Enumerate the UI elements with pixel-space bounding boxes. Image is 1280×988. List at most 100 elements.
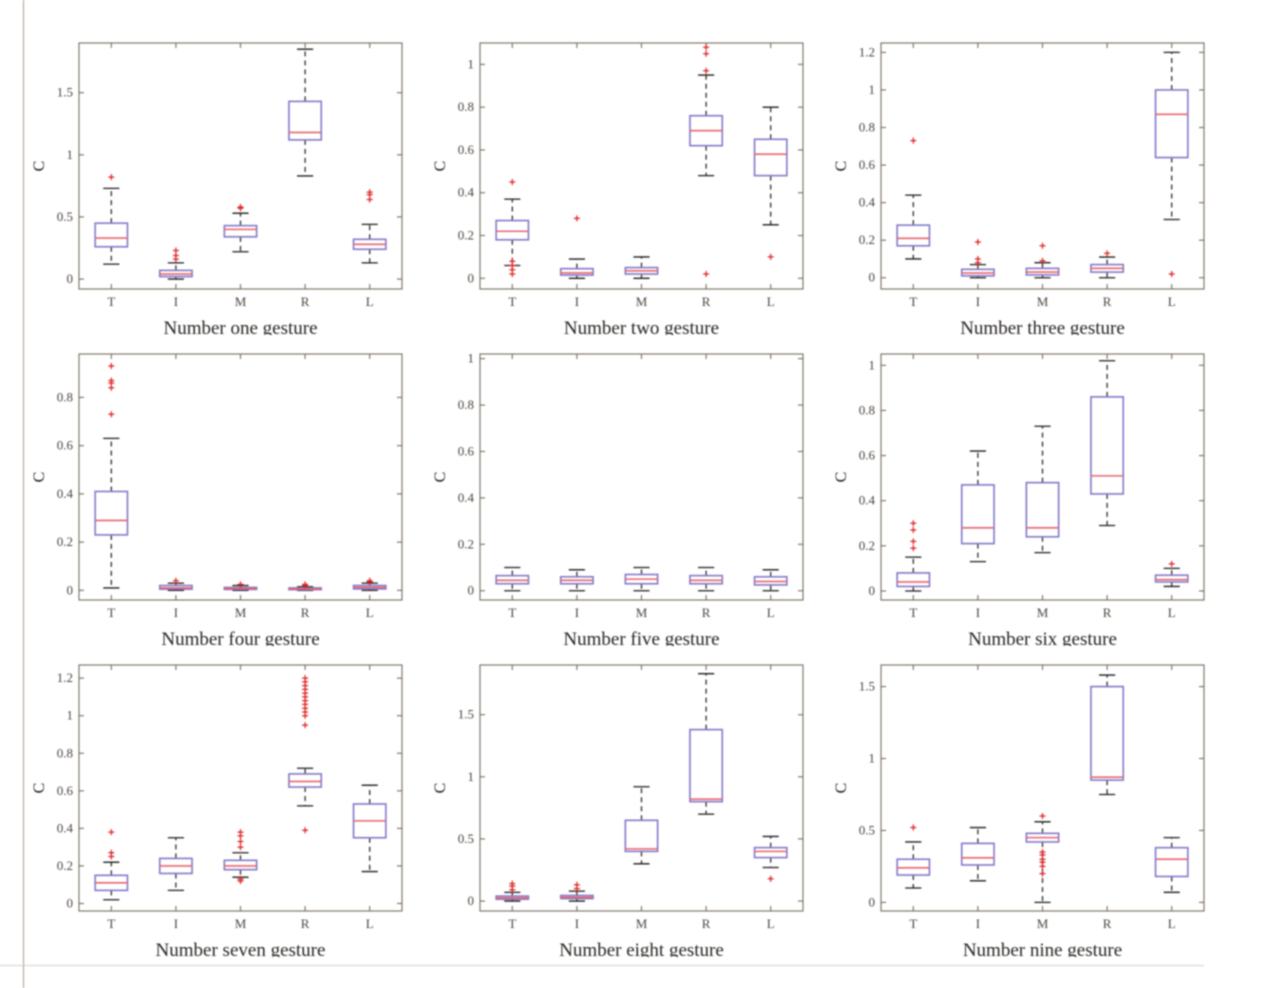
svg-text:Number seven gesture: Number seven gesture [156, 940, 326, 957]
svg-text:0: 0 [869, 583, 876, 598]
svg-text:M: M [1037, 294, 1049, 309]
svg-text:0.5: 0.5 [458, 831, 474, 846]
svg-text:M: M [235, 916, 247, 931]
svg-text:T: T [107, 294, 115, 309]
svg-text:M: M [1037, 605, 1049, 620]
svg-text:0.4: 0.4 [458, 490, 475, 505]
svg-text:0.4: 0.4 [859, 195, 876, 210]
svg-text:0: 0 [67, 271, 74, 286]
svg-text:0.2: 0.2 [57, 534, 73, 549]
svg-text:0.8: 0.8 [458, 99, 474, 114]
svg-text:L: L [1168, 294, 1176, 309]
svg-text:0.8: 0.8 [859, 402, 875, 417]
svg-text:T: T [909, 916, 917, 931]
svg-text:T: T [107, 605, 115, 620]
svg-text:I: I [575, 916, 579, 931]
svg-text:1: 1 [869, 357, 876, 372]
svg-text:Number four gesture: Number four gesture [161, 629, 319, 646]
svg-text:1: 1 [468, 56, 475, 71]
svg-text:R: R [301, 916, 310, 931]
svg-text:M: M [235, 605, 247, 620]
svg-text:0.2: 0.2 [458, 536, 474, 551]
svg-text:I: I [976, 605, 980, 620]
svg-text:R: R [1103, 916, 1112, 931]
svg-text:I: I [976, 916, 980, 931]
svg-text:Number eight gesture: Number eight gesture [559, 940, 724, 957]
svg-text:0.2: 0.2 [57, 858, 73, 873]
svg-text:1.5: 1.5 [458, 707, 474, 722]
svg-text:M: M [1037, 916, 1049, 931]
svg-text:C: C [31, 472, 48, 483]
svg-text:0: 0 [869, 270, 876, 285]
svg-text:T: T [107, 916, 115, 931]
svg-text:L: L [1168, 605, 1176, 620]
svg-text:M: M [636, 916, 648, 931]
svg-text:R: R [301, 294, 310, 309]
svg-text:L: L [767, 916, 775, 931]
svg-text:1: 1 [67, 147, 74, 162]
svg-text:R: R [1103, 605, 1112, 620]
svg-text:R: R [702, 916, 711, 931]
svg-text:1.5: 1.5 [859, 679, 875, 694]
svg-text:0.6: 0.6 [458, 142, 475, 157]
svg-text:0.5: 0.5 [57, 209, 73, 224]
svg-text:0.5: 0.5 [859, 822, 875, 837]
svg-text:I: I [575, 294, 579, 309]
svg-text:T: T [508, 294, 516, 309]
svg-text:M: M [636, 605, 648, 620]
svg-text:1: 1 [869, 82, 876, 97]
svg-text:0: 0 [468, 583, 475, 598]
svg-text:0: 0 [869, 894, 876, 909]
svg-text:0.4: 0.4 [458, 185, 475, 200]
svg-text:T: T [508, 605, 516, 620]
svg-text:L: L [1168, 916, 1176, 931]
svg-text:C: C [833, 472, 850, 483]
svg-text:0.2: 0.2 [859, 538, 875, 553]
svg-text:1: 1 [67, 708, 74, 723]
svg-text:R: R [1103, 294, 1112, 309]
svg-text:0.8: 0.8 [57, 745, 73, 760]
svg-text:0.6: 0.6 [859, 448, 876, 463]
svg-text:L: L [767, 605, 775, 620]
svg-text:C: C [833, 783, 850, 794]
svg-text:I: I [174, 294, 178, 309]
svg-text:Number two gesture: Number two gesture [564, 318, 719, 335]
svg-text:Number nine gesture: Number nine gesture [963, 940, 1122, 957]
svg-text:0.2: 0.2 [859, 232, 875, 247]
svg-text:T: T [508, 916, 516, 931]
svg-text:I: I [174, 916, 178, 931]
svg-text:0.4: 0.4 [859, 493, 876, 508]
svg-text:0.2: 0.2 [458, 228, 474, 243]
svg-text:L: L [366, 294, 374, 309]
svg-text:R: R [702, 605, 711, 620]
svg-text:Number one gesture: Number one gesture [163, 318, 317, 335]
svg-text:T: T [909, 294, 917, 309]
svg-text:0.4: 0.4 [57, 820, 74, 835]
svg-text:0: 0 [468, 893, 475, 908]
svg-text:0: 0 [468, 270, 475, 285]
svg-text:0.6: 0.6 [859, 157, 876, 172]
svg-text:0.6: 0.6 [57, 438, 74, 453]
svg-text:0.8: 0.8 [458, 397, 474, 412]
svg-text:1.2: 1.2 [859, 44, 875, 59]
svg-text:I: I [575, 605, 579, 620]
svg-text:1.5: 1.5 [57, 85, 73, 100]
svg-text:C: C [833, 161, 850, 172]
svg-text:Number three gesture: Number three gesture [960, 318, 1125, 335]
svg-text:C: C [31, 783, 48, 794]
svg-text:R: R [301, 605, 310, 620]
svg-text:0.6: 0.6 [57, 783, 74, 798]
svg-text:1: 1 [468, 351, 475, 366]
svg-text:T: T [909, 605, 917, 620]
svg-text:0: 0 [67, 582, 74, 597]
svg-text:1: 1 [869, 751, 876, 766]
svg-text:R: R [702, 294, 711, 309]
svg-text:1: 1 [468, 769, 475, 784]
svg-text:0.8: 0.8 [57, 389, 73, 404]
svg-text:0: 0 [67, 895, 74, 910]
svg-text:1.2: 1.2 [57, 670, 73, 685]
svg-text:Number five gesture: Number five gesture [563, 629, 719, 646]
svg-text:L: L [767, 294, 775, 309]
svg-text:I: I [976, 294, 980, 309]
svg-text:L: L [366, 916, 374, 931]
